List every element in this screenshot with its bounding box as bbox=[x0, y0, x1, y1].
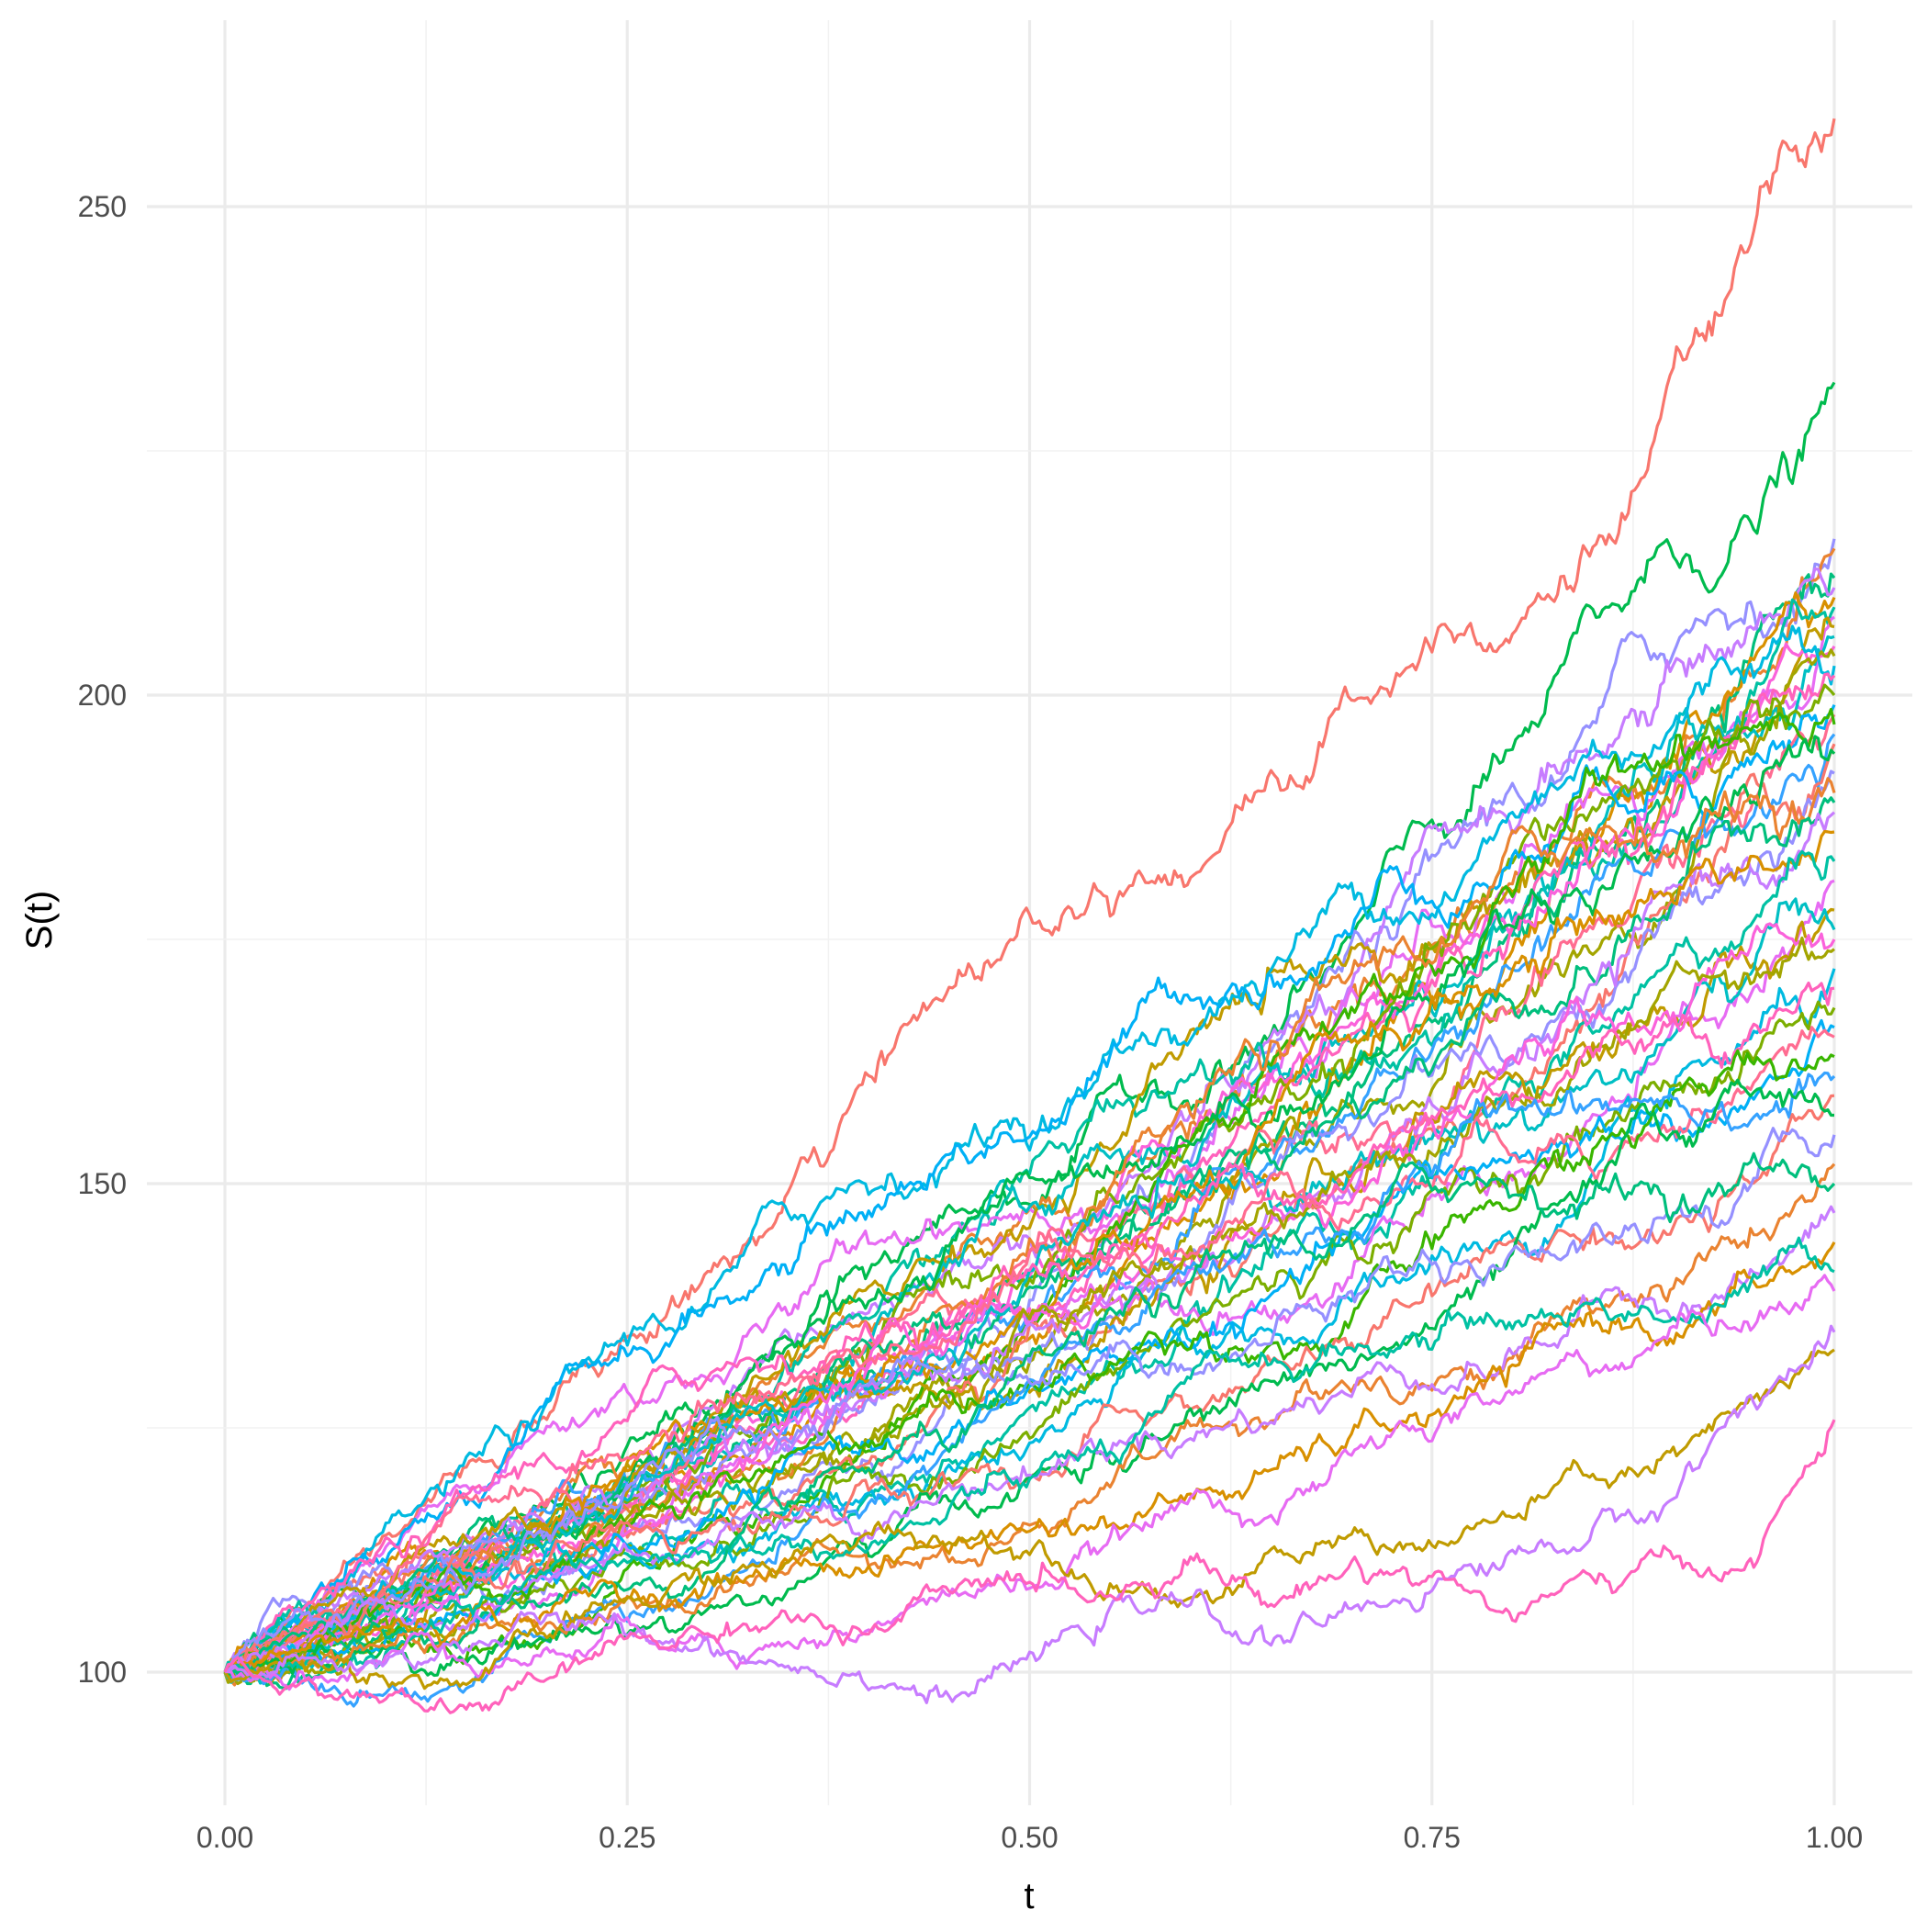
series-line bbox=[223, 981, 1835, 1673]
x-tick-label: 0.00 bbox=[196, 1821, 253, 1854]
y-tick-label: 150 bbox=[78, 1167, 127, 1200]
y-tick-label: 100 bbox=[78, 1656, 127, 1689]
series-line bbox=[223, 849, 1836, 1673]
x-tick-label: 1.00 bbox=[1806, 1821, 1863, 1854]
series-line bbox=[223, 796, 1836, 1673]
axes: 0.00 0.25 0.50 0.75 1.00 100 150 200 250 bbox=[78, 190, 1864, 1854]
series-line bbox=[224, 922, 1836, 1677]
series-line bbox=[224, 1241, 1836, 1674]
series-line bbox=[224, 1163, 1836, 1674]
y-axis-title: S(t) bbox=[19, 891, 60, 949]
series-line bbox=[224, 1018, 1835, 1674]
x-tick-label: 0.25 bbox=[599, 1821, 655, 1854]
series-line bbox=[224, 1236, 1835, 1679]
y-tick-label: 250 bbox=[78, 190, 127, 223]
series-line bbox=[223, 1419, 1836, 1714]
series-line bbox=[223, 1348, 1835, 1690]
series-line bbox=[223, 968, 1836, 1679]
series-line bbox=[224, 1127, 1836, 1674]
series-line bbox=[224, 118, 1836, 1676]
series-line bbox=[224, 1324, 1836, 1704]
series-line bbox=[223, 624, 1836, 1673]
series-line bbox=[224, 879, 1835, 1678]
series-line bbox=[224, 907, 1835, 1674]
series-line bbox=[224, 769, 1835, 1674]
series-line bbox=[224, 381, 1836, 1674]
series-group bbox=[223, 118, 1836, 1714]
series-line bbox=[224, 777, 1836, 1680]
series-line bbox=[223, 1026, 1835, 1674]
series-line bbox=[224, 598, 1836, 1676]
y-tick-label: 200 bbox=[78, 679, 127, 712]
x-axis-title: t bbox=[1024, 1876, 1034, 1916]
x-tick-label: 0.75 bbox=[1404, 1821, 1461, 1854]
series-line bbox=[224, 1274, 1836, 1691]
x-tick-label: 0.50 bbox=[1001, 1821, 1058, 1854]
